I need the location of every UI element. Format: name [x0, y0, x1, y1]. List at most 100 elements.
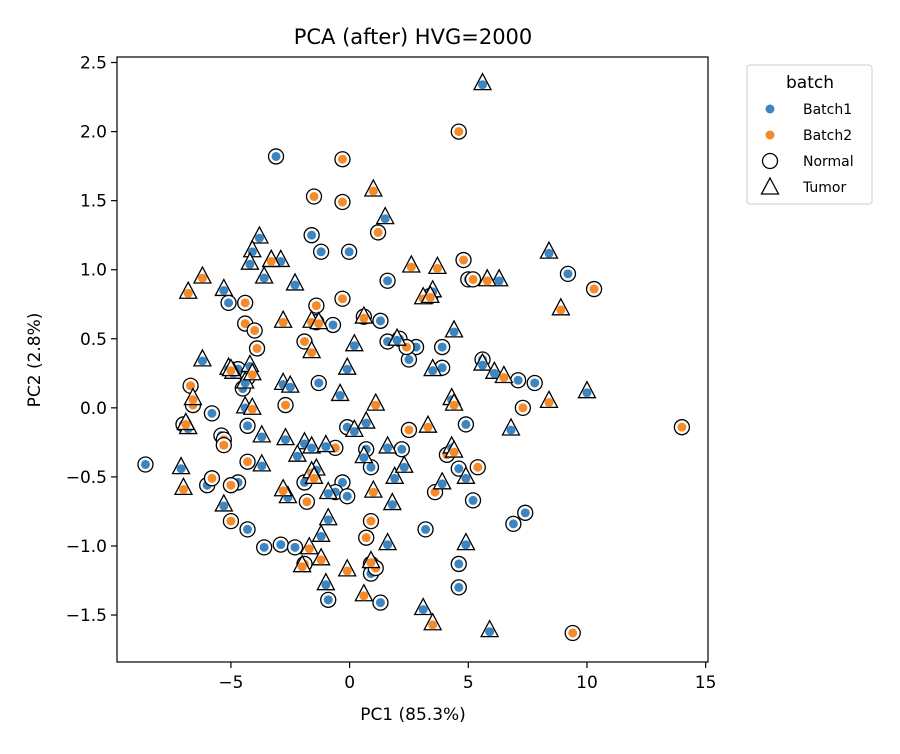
data-point: [589, 284, 599, 294]
data-point: [454, 559, 464, 569]
legend-batch2-label: Batch2: [803, 128, 852, 144]
data-point: [459, 255, 469, 265]
data-point: [247, 404, 257, 414]
data-point: [247, 370, 257, 380]
y-tick-label: −1.5: [66, 606, 107, 626]
legend-frame: [746, 64, 873, 205]
y-tick-label: 1.0: [80, 261, 107, 281]
data-point: [281, 400, 291, 410]
data-point: [309, 473, 319, 483]
data-point: [314, 378, 324, 388]
data-point: [304, 544, 314, 554]
data-point: [342, 566, 352, 576]
y-axis-label: PC2 (2.8%): [25, 313, 45, 408]
data-point: [188, 395, 198, 405]
data-point: [461, 473, 471, 483]
legend-batch2-swatch: [765, 130, 775, 140]
data-point: [252, 343, 262, 353]
data-point: [183, 288, 193, 298]
data-point: [428, 366, 438, 376]
data-point: [399, 462, 409, 472]
data-point: [250, 325, 260, 335]
data-point: [290, 280, 300, 290]
data-point: [342, 491, 352, 501]
data-point: [520, 508, 530, 518]
data-point: [307, 348, 317, 358]
data-point: [276, 540, 286, 550]
data-point: [437, 342, 447, 352]
data-point: [266, 257, 276, 267]
data-point: [375, 316, 385, 326]
x-tick-label: 15: [695, 673, 717, 693]
data-point: [226, 480, 236, 490]
data-point: [176, 464, 186, 474]
x-tick-label: 10: [576, 673, 598, 693]
data-point: [428, 620, 438, 630]
x-axis-label: PC1 (85.3%): [360, 705, 466, 725]
data-point: [307, 230, 317, 240]
data-point: [302, 497, 312, 507]
data-point: [430, 487, 440, 497]
data-point: [392, 335, 402, 345]
data-point: [366, 558, 376, 568]
data-point: [240, 319, 250, 329]
data-point: [371, 400, 381, 410]
data-point: [518, 403, 528, 413]
y-axis: −1.5 −1.0 −0.5 0.0 0.5 1.0 1.5 2.0 2.5: [66, 54, 117, 626]
y-tick-label: 0.0: [80, 399, 107, 419]
data-point: [582, 388, 592, 398]
data-point: [316, 555, 326, 565]
chart-title: PCA (after) HVG=2000: [294, 25, 533, 49]
data-point: [380, 214, 390, 224]
data-point: [321, 580, 331, 590]
data-point: [454, 127, 464, 137]
data-point: [316, 247, 326, 257]
data-point: [323, 515, 333, 525]
data-point: [349, 426, 359, 436]
data-point: [337, 294, 347, 304]
data-point: [257, 461, 267, 471]
data-point: [197, 273, 207, 283]
data-point: [323, 595, 333, 605]
data-point: [383, 443, 393, 453]
data-point: [544, 248, 554, 258]
data-point: [478, 360, 488, 370]
data-point: [404, 355, 414, 364]
data-point: [366, 462, 376, 472]
data-point: [243, 457, 253, 467]
data-point: [390, 473, 400, 483]
legend-normal-marker: [761, 152, 779, 170]
data-point: [178, 484, 188, 494]
data-point: [556, 305, 566, 315]
data-point: [677, 422, 687, 432]
legend: batch Batch1 Batch2 Normal Tumor: [746, 64, 873, 205]
data-point: [297, 562, 307, 572]
y-tick-label: 2.0: [80, 123, 107, 143]
data-point: [243, 524, 253, 534]
data-point: [226, 516, 236, 526]
data-point: [197, 356, 207, 366]
data-point: [361, 533, 371, 543]
data-point: [314, 319, 324, 329]
data-point: [437, 363, 447, 373]
data-point: [406, 262, 416, 272]
data-point: [257, 432, 267, 442]
data-point: [421, 524, 431, 534]
data-point: [311, 301, 321, 311]
legend-title: batch: [786, 73, 834, 93]
data-point: [513, 375, 523, 385]
plot-area-frame: [116, 56, 709, 663]
legend-normal-label: Normal: [803, 154, 854, 170]
data-point: [454, 464, 464, 474]
data-point: [506, 425, 516, 435]
data-point: [342, 364, 352, 374]
data-point: [361, 418, 371, 428]
data-point: [425, 292, 435, 302]
data-point: [423, 422, 433, 432]
data-point: [240, 378, 250, 388]
data-point: [461, 419, 471, 429]
y-tick-label: 1.5: [80, 192, 107, 212]
data-point: [375, 598, 385, 608]
data-point: [259, 273, 269, 283]
